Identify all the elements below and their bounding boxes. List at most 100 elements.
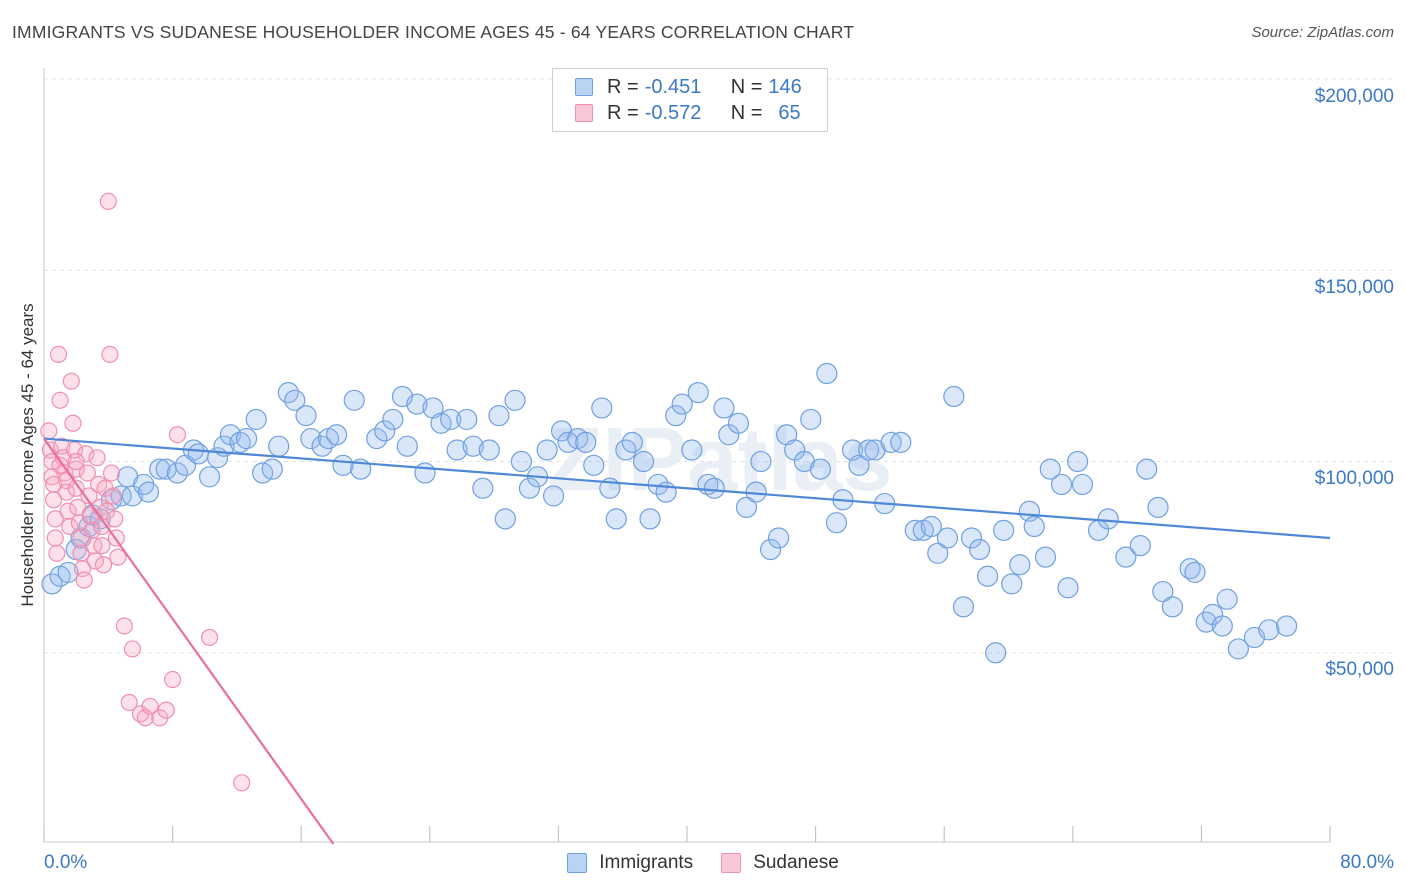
data-point-immigrants xyxy=(665,405,687,427)
data-point-sudanese xyxy=(48,544,66,562)
data-point-immigrants xyxy=(759,538,782,561)
data-point-sudanese xyxy=(86,552,105,570)
data-point-immigrants xyxy=(57,561,79,584)
series-legend: Immigrants Sudanese xyxy=(0,852,1406,874)
data-point-immigrants xyxy=(414,462,436,484)
legend-label-sudanese: Sudanese xyxy=(753,852,839,873)
data-point-immigrants xyxy=(703,477,725,499)
data-point-immigrants xyxy=(1071,473,1094,496)
data-point-sudanese xyxy=(61,517,79,536)
data-point-immigrants xyxy=(406,393,428,415)
data-point-sudanese xyxy=(40,422,58,440)
data-point-immigrants xyxy=(768,527,790,549)
legend-r-value: -0.451 xyxy=(644,75,702,98)
data-point-immigrants xyxy=(985,642,1007,664)
legend-swatch-sudanese xyxy=(721,853,742,873)
data-point-sudanese xyxy=(164,670,182,689)
data-point-immigrants xyxy=(295,405,317,427)
data-point-immigrants xyxy=(583,454,605,476)
data-point-immigrants xyxy=(518,477,541,499)
data-point-sudanese xyxy=(115,617,133,635)
data-point-immigrants xyxy=(300,427,322,450)
y-tick-label-200000: $200,000 xyxy=(1314,86,1394,107)
legend-swatch-sudanese xyxy=(575,104,593,122)
data-point-sudanese xyxy=(168,426,187,444)
data-point-immigrants xyxy=(825,512,848,534)
legend-swatch-immigrants xyxy=(567,853,588,873)
data-point-immigrants xyxy=(332,454,354,476)
data-point-immigrants xyxy=(968,538,991,561)
data-point-immigrants xyxy=(1275,615,1298,637)
data-point-immigrants xyxy=(1147,496,1169,518)
data-point-sudanese xyxy=(46,510,64,528)
data-point-sudanese xyxy=(88,449,106,467)
data-point-immigrants xyxy=(605,508,627,530)
data-point-sudanese xyxy=(233,774,251,792)
data-point-sudanese xyxy=(104,487,122,505)
data-point-sudanese xyxy=(67,479,85,497)
data-point-immigrants xyxy=(681,439,703,461)
data-point-immigrants xyxy=(510,450,533,473)
data-point-sudanese xyxy=(45,475,63,494)
data-point-immigrants xyxy=(809,458,832,480)
trend-lines xyxy=(43,437,1331,845)
data-point-immigrants xyxy=(440,408,462,431)
data-point-sudanese xyxy=(45,491,63,509)
data-point-immigrants xyxy=(41,573,63,595)
data-point-sudanese xyxy=(94,556,113,574)
data-point-sudanese xyxy=(157,701,175,719)
data-point-immigrants xyxy=(727,412,750,434)
data-point-immigrants xyxy=(121,485,144,507)
data-point-immigrants xyxy=(1067,450,1089,473)
data-point-immigrants xyxy=(1050,473,1073,496)
legend-swatch-immigrants xyxy=(575,78,593,96)
data-point-immigrants xyxy=(890,431,912,453)
data-point-immigrants xyxy=(488,405,510,427)
data-point-immigrants xyxy=(261,458,283,480)
data-point-immigrants xyxy=(1034,546,1057,568)
data-point-immigrants xyxy=(800,408,822,431)
series-immigrants xyxy=(41,362,1298,664)
correlation-legend: R = -0.451 N = 146 R = -0.572 N = 65 xyxy=(552,68,828,132)
data-point-sudanese xyxy=(93,537,111,555)
data-point-sudanese xyxy=(51,391,69,409)
data-point-sudanese xyxy=(123,640,142,658)
data-point-immigrants xyxy=(284,389,306,411)
y-tick-label-100000: $100,000 xyxy=(1314,468,1394,489)
data-point-immigrants xyxy=(235,427,258,450)
data-point-sudanese xyxy=(57,483,76,501)
legend-item-sudanese[interactable]: Sudanese xyxy=(721,852,839,874)
data-point-immigrants xyxy=(245,408,267,431)
legend-item-immigrants[interactable]: Immigrants xyxy=(567,852,693,874)
data-point-immigrants xyxy=(268,435,290,457)
data-point-immigrants xyxy=(816,362,838,385)
data-point-immigrants xyxy=(1216,588,1238,610)
data-point-immigrants xyxy=(374,420,396,442)
data-point-immigrants xyxy=(472,477,494,499)
x-tick-label-min: 0.0% xyxy=(44,852,88,873)
data-point-immigrants xyxy=(993,519,1015,541)
data-point-immigrants xyxy=(1161,596,1184,618)
data-point-sudanese xyxy=(102,464,121,482)
legend-n-label: N = xyxy=(730,101,763,124)
data-point-immigrants xyxy=(343,389,365,411)
data-point-sudanese xyxy=(64,414,82,432)
x-tick-label-max: 80.0% xyxy=(1340,852,1394,873)
data-point-immigrants xyxy=(1227,638,1249,660)
chart-title: IMMIGRANTS VS SUDANESE HOUSEHOLDER INCOM… xyxy=(12,22,855,42)
data-point-immigrants xyxy=(1097,508,1119,530)
data-point-immigrants xyxy=(198,466,221,488)
data-point-immigrants xyxy=(920,515,942,538)
data-point-immigrants xyxy=(1001,573,1023,595)
data-point-sudanese xyxy=(67,452,85,471)
trend-line-immigrants xyxy=(43,437,1331,540)
data-point-sudanese xyxy=(109,548,127,566)
data-point-immigrants xyxy=(149,458,171,480)
legend-r-label: R = xyxy=(607,101,639,124)
data-point-immigrants xyxy=(137,481,160,503)
data-point-immigrants xyxy=(1039,458,1061,480)
legend-n-value: 146 xyxy=(768,75,802,98)
data-point-immigrants xyxy=(1057,577,1079,599)
data-point-sudanese xyxy=(101,345,119,363)
data-point-immigrants xyxy=(927,542,949,564)
